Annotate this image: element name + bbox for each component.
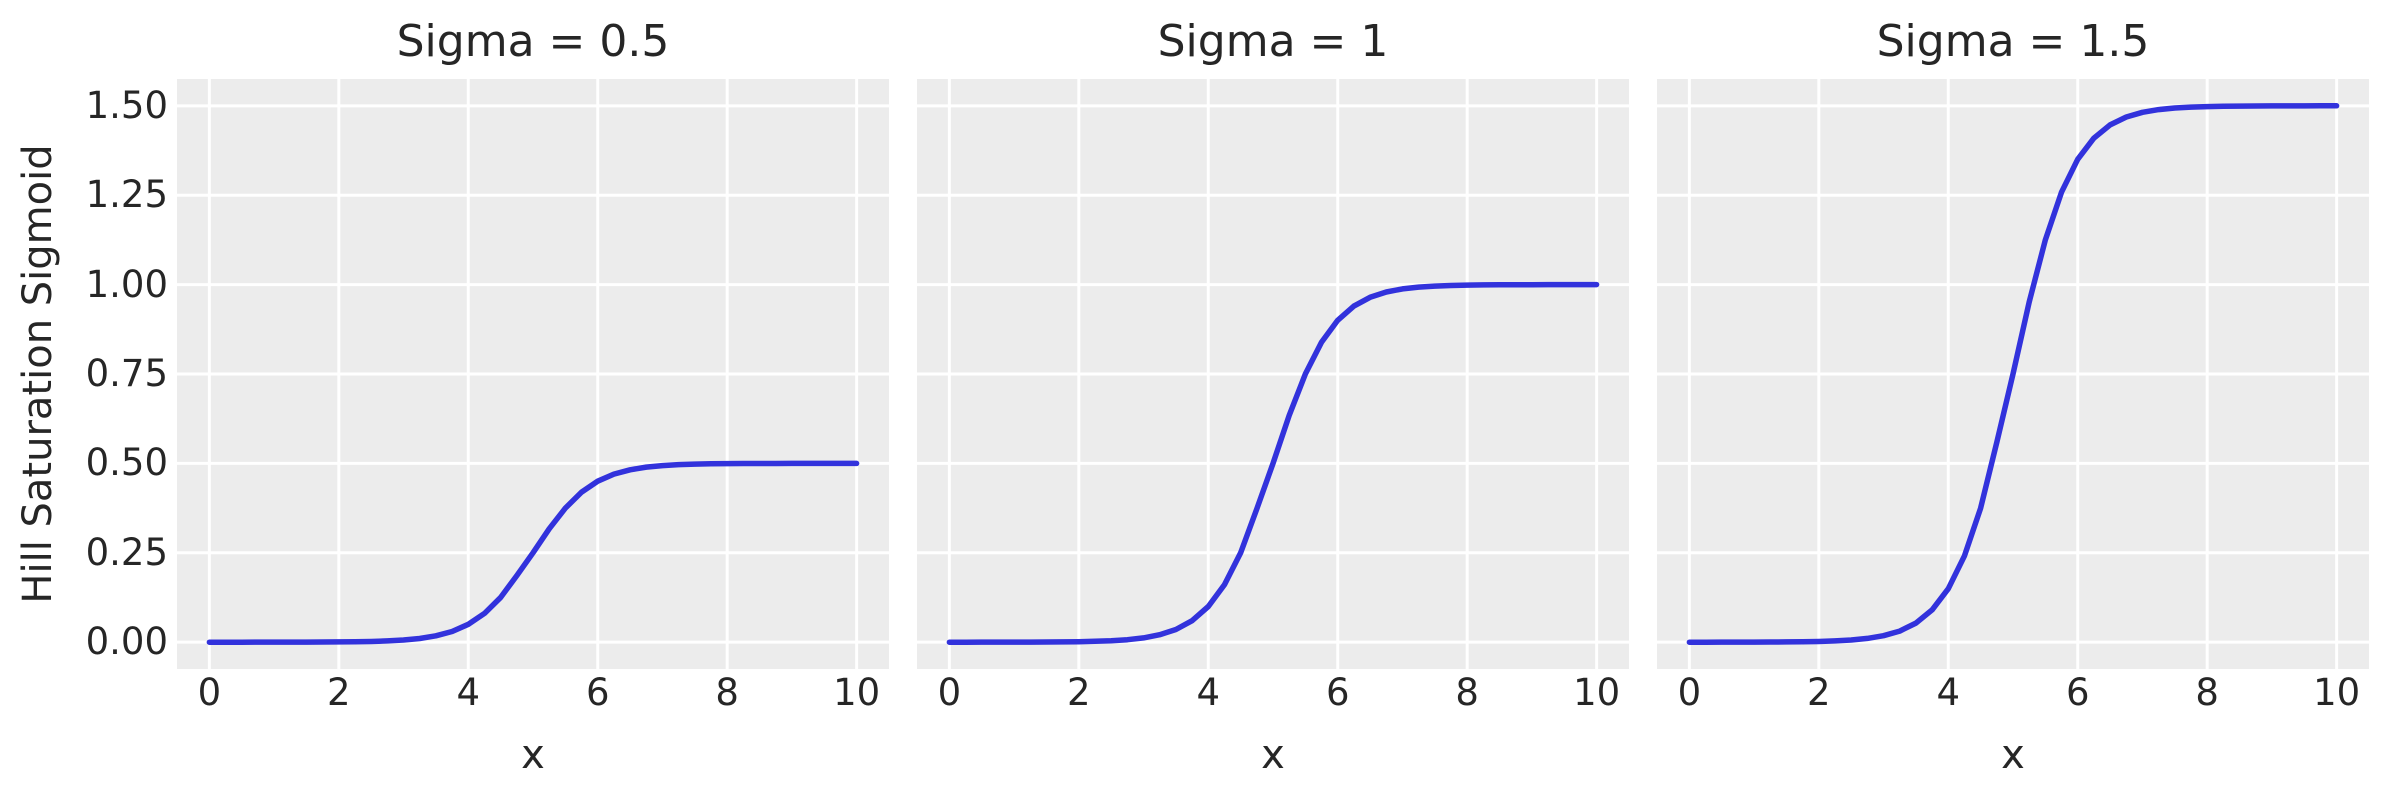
x-tick-label: 2 [1807, 671, 1831, 714]
x-tick-label: 6 [1325, 671, 1350, 714]
subplot-sigma-1.5-plot-area: 0 2 4 6 8 10 [1657, 79, 2369, 714]
chart-canvas [177, 79, 889, 669]
y-tick-label: 1.00 [85, 262, 168, 306]
x-axis-label: x [2001, 732, 2025, 778]
x-tick-label: 0 [937, 671, 962, 714]
x-tick-label: 2 [1067, 671, 1091, 714]
y-tick-label: 0.25 [85, 530, 168, 574]
x-tick-label: 10 [1573, 671, 1621, 714]
x-tick-label: 4 [1196, 671, 1221, 714]
x-tick-label: 0 [197, 671, 222, 714]
sigmoid-curve [1686, 103, 2340, 645]
subplot-title-sigma-0.5: Sigma = 0.5 [396, 16, 670, 67]
sigmoid-curve [206, 460, 860, 645]
x-tick-label: 6 [2065, 671, 2090, 714]
y-tick-label: 1.50 [85, 83, 168, 127]
x-tick-label: 8 [1455, 671, 1479, 714]
x-tick-label: 0 [1677, 671, 1702, 714]
x-tick-label: 4 [1936, 671, 1961, 714]
subplot-sigma-1-plot-area: 0 2 4 6 8 10 [917, 79, 1629, 714]
x-tick-label: 10 [2313, 671, 2361, 714]
x-axis-label: x [1261, 732, 1285, 778]
y-tick-label: 0.50 [85, 441, 168, 485]
chart-canvas [1657, 79, 2369, 669]
x-tick-label: 10 [833, 671, 881, 714]
x-tick-label: 8 [2195, 671, 2219, 714]
subplot-sigma-0.5-plot-area: 0 2 4 6 8 10 0.00 0.25 0.50 0.75 1.00 1.25 1.50 [86, 79, 889, 714]
sigmoid-curve [946, 281, 1600, 645]
x-axis-label: x [521, 732, 545, 778]
chart-canvas [917, 79, 1629, 669]
x-tick-label: 8 [715, 671, 739, 714]
y-tick-label: 0.75 [85, 352, 168, 395]
y-tick-label: 1.25 [85, 173, 168, 217]
x-tick-label: 4 [456, 671, 481, 714]
x-tick-label: 2 [327, 671, 351, 714]
subplot-title-sigma-1: Sigma = 1 [1157, 16, 1389, 67]
y-tick-label: 0.00 [85, 620, 168, 664]
x-tick-label: 6 [585, 671, 610, 714]
subplot-title-sigma-1.5: Sigma = 1.5 [1876, 16, 2150, 67]
